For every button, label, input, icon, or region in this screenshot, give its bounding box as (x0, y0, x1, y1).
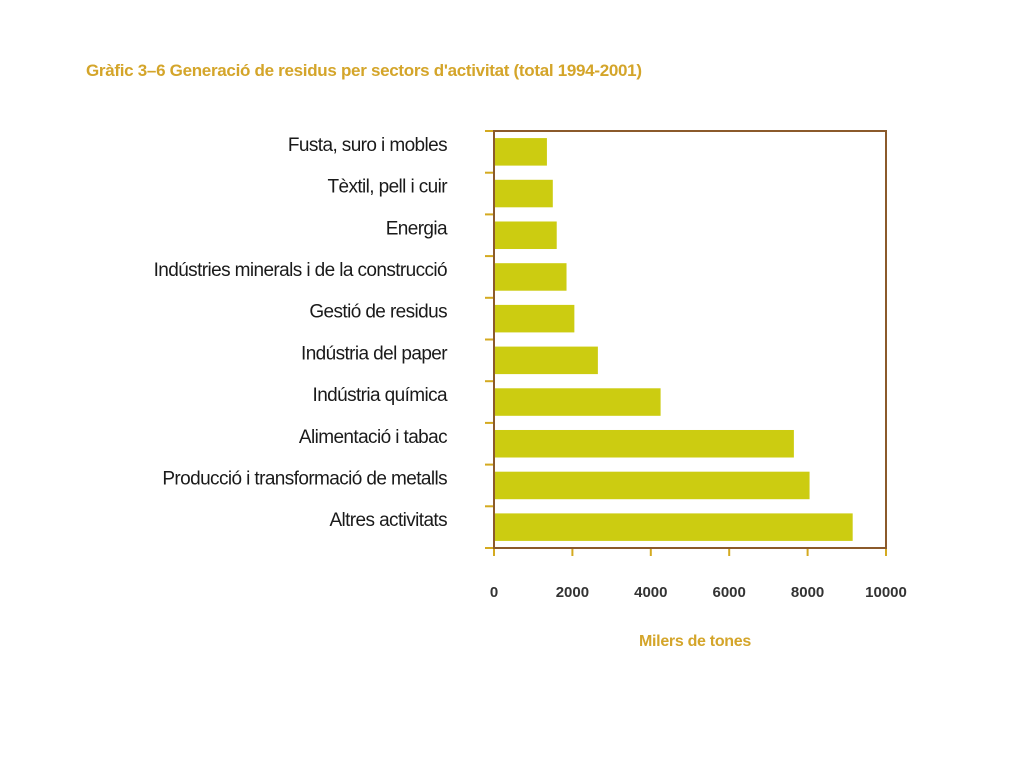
bar (495, 471, 810, 500)
category-axis-ticks (485, 130, 494, 549)
category-label: Alimentació i tabac (299, 427, 447, 448)
category-label: Indústria química (313, 385, 449, 406)
category-label: Producció i transformació de metalls (162, 468, 447, 489)
chart-title: Gràfic 3–6 Generació de residus per sect… (86, 61, 642, 80)
category-label: Fusta, suro i mobles (288, 135, 447, 156)
category-label: Indústries minerals i de la construcció (154, 260, 447, 281)
tick-label: 6000 (713, 584, 746, 601)
tick-label: 4000 (634, 584, 667, 601)
tick-label: 10000 (865, 584, 907, 601)
bar (495, 513, 853, 541)
bars (495, 138, 853, 541)
bar (495, 304, 575, 333)
plot-frame (493, 130, 887, 549)
category-labels: Fusta, suro i mobles Tèxtil, pell i cuir E… (154, 135, 449, 531)
category-label: Gestió de residus (309, 302, 447, 323)
bar (495, 263, 567, 291)
bar (495, 346, 598, 375)
tick-label: 0 (490, 584, 498, 601)
category-label: Tèxtil, pell i cuir (327, 177, 448, 198)
value-axis-ticks (493, 548, 887, 556)
value-tick-labels: 0 2000 4000 6000 8000 10000 (490, 584, 907, 601)
bar (495, 179, 553, 208)
bar (495, 138, 547, 166)
category-label: Indústria del paper (301, 343, 448, 364)
tick-label: 2000 (556, 584, 589, 601)
category-label: Energia (386, 218, 448, 239)
bar (495, 388, 661, 416)
x-axis-title: Milers de tones (639, 633, 751, 650)
bar (495, 429, 794, 458)
category-label: Altres activitats (329, 510, 447, 531)
bar (495, 221, 557, 250)
tick-label: 8000 (791, 584, 824, 601)
